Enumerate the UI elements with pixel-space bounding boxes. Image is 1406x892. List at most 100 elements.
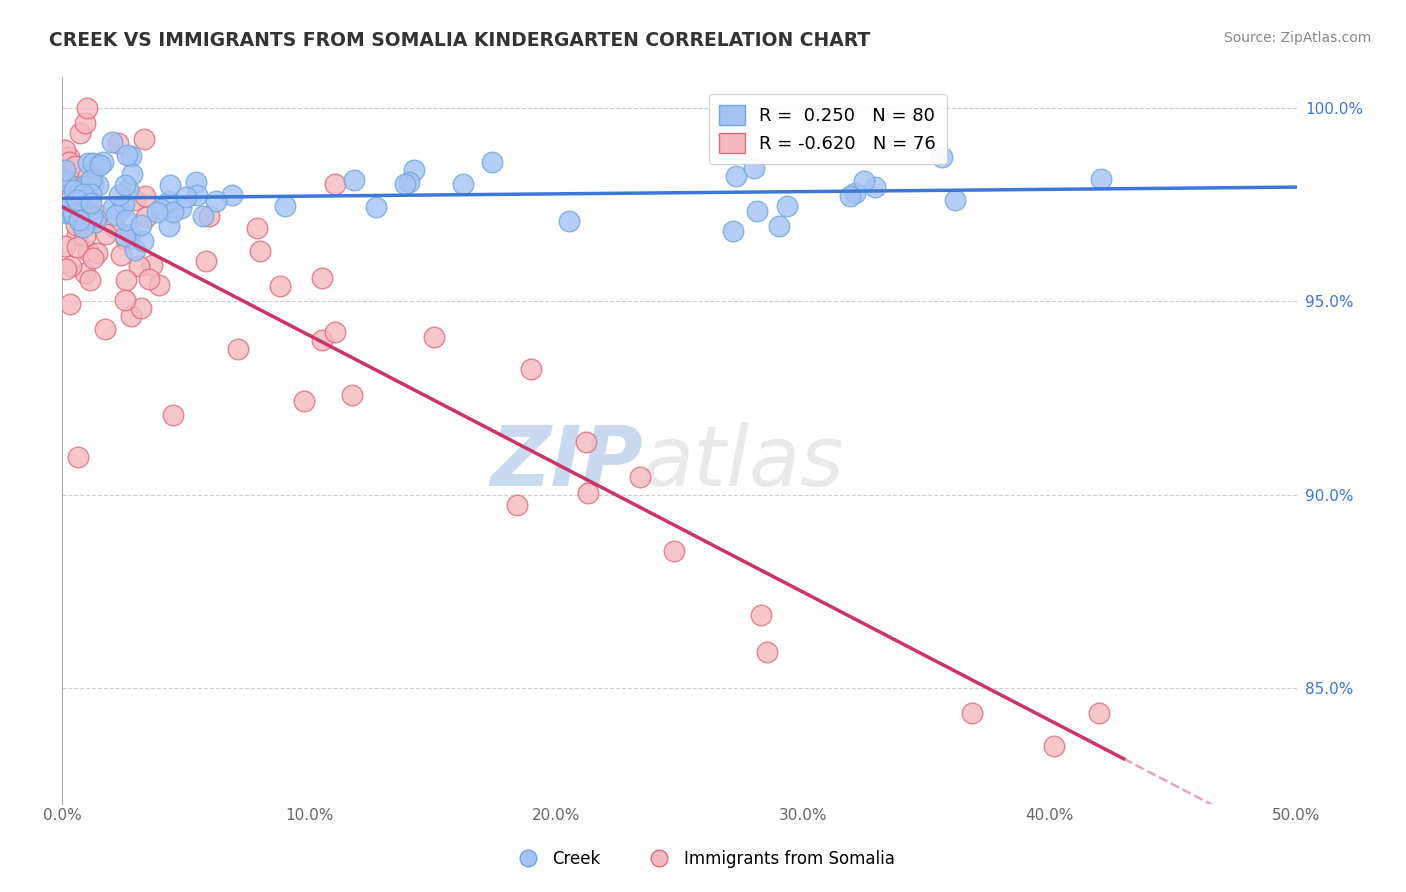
Point — [852, 174, 875, 188]
Point — [93, 321, 115, 335]
Point — [755, 645, 778, 659]
Point — [53, 174, 76, 188]
Point — [221, 188, 243, 202]
Point — [776, 199, 799, 213]
Point — [114, 234, 136, 248]
Point — [53, 239, 76, 253]
Point — [863, 180, 886, 194]
Point — [506, 498, 529, 512]
Point — [129, 218, 152, 232]
Point — [768, 219, 790, 234]
Point — [249, 244, 271, 259]
Point — [72, 186, 94, 201]
Point — [402, 163, 425, 178]
Point — [82, 156, 104, 170]
Point — [186, 187, 208, 202]
Point — [77, 209, 100, 223]
Point — [67, 210, 90, 224]
Point — [55, 206, 77, 220]
Point — [135, 211, 157, 225]
Point — [76, 101, 98, 115]
Point — [55, 173, 77, 187]
Point — [343, 173, 366, 187]
Point — [311, 271, 333, 285]
Point — [82, 177, 104, 191]
Point — [839, 189, 862, 203]
Point — [105, 208, 128, 222]
Point — [398, 175, 420, 189]
Point — [79, 173, 101, 187]
Point — [134, 189, 156, 203]
Point — [79, 273, 101, 287]
Point — [69, 126, 91, 140]
Point — [162, 205, 184, 219]
Point — [451, 177, 474, 191]
Point — [323, 177, 346, 191]
Point — [94, 227, 117, 242]
Point — [73, 228, 96, 243]
Point — [66, 240, 89, 254]
Point — [66, 193, 89, 207]
Point — [1088, 706, 1111, 720]
Point — [62, 202, 84, 217]
Point — [149, 202, 172, 216]
Point — [246, 221, 269, 235]
Point — [1090, 171, 1112, 186]
Point — [77, 169, 100, 183]
Point — [59, 297, 82, 311]
Point — [86, 246, 108, 260]
Point — [79, 177, 101, 191]
Point — [575, 434, 598, 449]
Point — [118, 227, 141, 242]
Point — [1042, 739, 1064, 753]
Legend: Creek, Immigrants from Somalia: Creek, Immigrants from Somalia — [505, 844, 901, 875]
Point — [749, 607, 772, 622]
Point — [557, 214, 579, 228]
Point — [114, 178, 136, 193]
Point — [721, 224, 744, 238]
Point — [63, 174, 86, 188]
Point — [62, 207, 84, 221]
Point — [84, 211, 107, 226]
Point — [87, 208, 110, 222]
Point — [628, 470, 651, 484]
Point — [114, 273, 136, 287]
Point — [132, 234, 155, 248]
Point — [55, 262, 77, 277]
Point — [157, 219, 180, 233]
Point — [87, 178, 110, 193]
Point — [77, 212, 100, 227]
Point — [191, 209, 214, 223]
Point — [103, 220, 125, 235]
Point — [138, 272, 160, 286]
Text: atlas: atlas — [643, 422, 844, 503]
Point — [58, 155, 80, 169]
Point — [53, 162, 76, 177]
Point — [662, 543, 685, 558]
Point — [931, 150, 953, 164]
Point — [58, 150, 80, 164]
Point — [65, 218, 87, 232]
Point — [124, 243, 146, 257]
Point — [184, 175, 207, 189]
Point — [724, 169, 747, 184]
Text: CREEK VS IMMIGRANTS FROM SOMALIA KINDERGARTEN CORRELATION CHART: CREEK VS IMMIGRANTS FROM SOMALIA KINDERG… — [49, 31, 870, 50]
Point — [226, 342, 249, 356]
Point — [80, 196, 103, 211]
Point — [481, 155, 503, 169]
Point — [82, 209, 104, 223]
Point — [157, 194, 180, 208]
Point — [960, 706, 983, 720]
Point — [747, 204, 769, 219]
Point — [274, 199, 297, 213]
Point — [844, 186, 866, 201]
Point — [115, 213, 138, 227]
Legend: R =  0.250   N = 80, R = -0.620   N = 76: R = 0.250 N = 80, R = -0.620 N = 76 — [709, 94, 946, 164]
Point — [269, 278, 291, 293]
Point — [120, 149, 142, 163]
Point — [121, 167, 143, 181]
Point — [112, 197, 135, 211]
Point — [91, 155, 114, 169]
Point — [89, 158, 111, 172]
Point — [170, 202, 193, 216]
